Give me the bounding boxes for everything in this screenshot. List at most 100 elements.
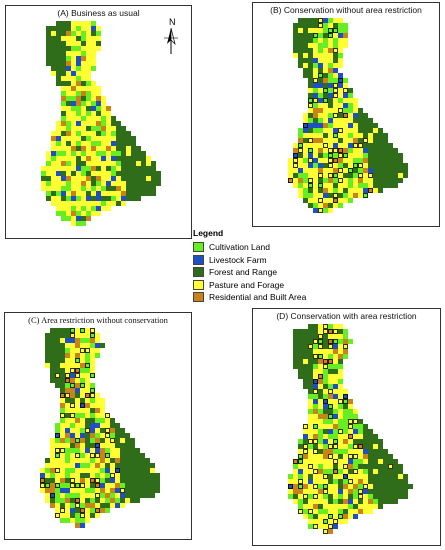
map-cell — [115, 458, 120, 463]
map-cell — [373, 454, 378, 459]
map-cell — [308, 404, 313, 409]
map-cell — [46, 191, 51, 196]
map-cell-border — [323, 529, 328, 534]
map-cell — [70, 498, 75, 503]
map-cell — [96, 181, 101, 186]
map-cell — [85, 483, 90, 488]
map-cell — [313, 349, 318, 354]
map-cell — [363, 474, 368, 479]
map-cell — [313, 103, 318, 108]
map-cell — [56, 156, 61, 161]
map-cell — [115, 473, 120, 478]
map-cell — [348, 198, 353, 203]
map-cell — [90, 428, 95, 433]
map-cell — [81, 131, 86, 136]
map-cell — [353, 158, 358, 163]
map-cell — [323, 339, 328, 344]
map-cell — [121, 146, 126, 151]
map-cell — [328, 58, 333, 63]
map-cell — [141, 156, 146, 161]
map-cell — [343, 163, 348, 168]
map-cell — [308, 334, 313, 339]
map-cell — [80, 448, 85, 453]
map-cell — [55, 493, 60, 498]
map-cell — [303, 58, 308, 63]
map-cell — [303, 439, 308, 444]
map-cell — [288, 489, 293, 494]
map-cell — [55, 378, 60, 383]
map-cell — [323, 374, 328, 379]
map-cell — [130, 483, 135, 488]
map-cell — [313, 439, 318, 444]
map-cell — [298, 28, 303, 33]
map-cell — [368, 173, 373, 178]
map-cell — [353, 178, 358, 183]
map-cell — [60, 348, 65, 353]
map-cell — [308, 484, 313, 489]
map-cell — [70, 513, 75, 518]
map-cell — [403, 474, 408, 479]
map-cell — [70, 478, 75, 483]
map-cell — [323, 519, 328, 524]
map-cell — [308, 324, 313, 329]
map-cell — [75, 518, 80, 523]
map-cell — [318, 168, 323, 173]
map-cell-border — [323, 98, 328, 103]
map-cell — [313, 329, 318, 334]
map-cell — [323, 183, 328, 188]
map-cell — [313, 334, 318, 339]
map-cell — [303, 188, 308, 193]
map-cell — [80, 468, 85, 473]
map-cell — [328, 439, 333, 444]
map-cell-border — [75, 503, 80, 508]
map-cell — [293, 53, 298, 58]
map-cell — [313, 163, 318, 168]
map-cell — [378, 178, 383, 183]
map-cell — [95, 473, 100, 478]
map-cell — [55, 463, 60, 468]
map-cell — [76, 86, 81, 91]
map-cell — [141, 151, 146, 156]
map-cell — [56, 176, 61, 181]
map-cell — [81, 161, 86, 166]
map-cell — [75, 523, 80, 528]
map-cell — [308, 329, 313, 334]
map-cell — [318, 33, 323, 38]
map-cell — [61, 91, 66, 96]
map-cell — [121, 131, 126, 136]
map-cell — [338, 509, 343, 514]
map-cell — [308, 369, 313, 374]
map-cell-border — [333, 158, 338, 163]
map-cell — [136, 151, 141, 156]
map-cell — [308, 183, 313, 188]
map-cell — [110, 478, 115, 483]
map-cell — [313, 38, 318, 43]
map-cell — [46, 56, 51, 61]
map-cell — [86, 146, 91, 151]
map-cell — [65, 428, 70, 433]
map-cell — [66, 66, 71, 71]
map-cell — [318, 73, 323, 78]
map-cell — [323, 143, 328, 148]
map-cell — [76, 136, 81, 141]
map-cell — [318, 43, 323, 48]
map-cell — [130, 448, 135, 453]
map-cell — [328, 53, 333, 58]
map-cell — [363, 138, 368, 143]
map-cell — [323, 188, 328, 193]
map-cell — [100, 508, 105, 513]
map-cell — [328, 399, 333, 404]
map-cell — [80, 498, 85, 503]
map-cell — [100, 473, 105, 478]
map-cell — [403, 479, 408, 484]
map-cell — [106, 156, 111, 161]
map-cell — [333, 23, 338, 28]
map-cell-border — [353, 469, 358, 474]
map-cell — [328, 153, 333, 158]
map-cell-border — [70, 328, 75, 333]
map-cell — [90, 373, 95, 378]
map-cell — [353, 419, 358, 424]
map-cell-border — [90, 393, 95, 398]
map-cell — [323, 138, 328, 143]
map-cell — [51, 131, 56, 136]
